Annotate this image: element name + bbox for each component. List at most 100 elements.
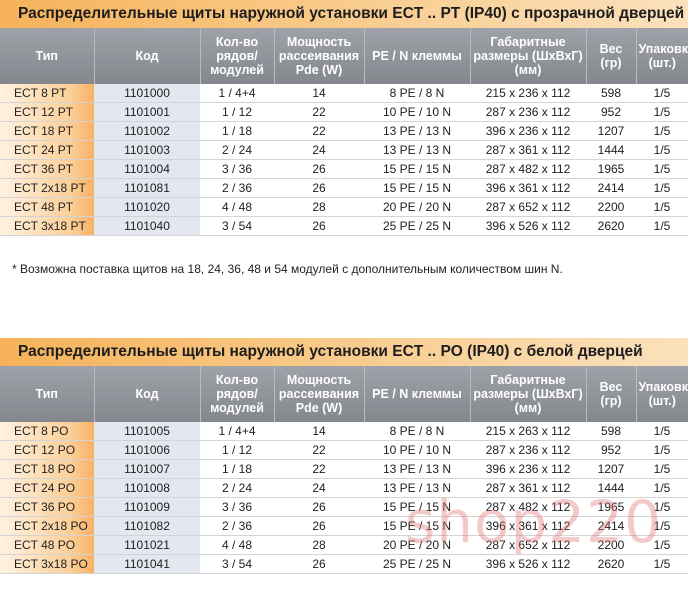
cell-package: 1/5 (636, 535, 688, 555)
cell-package: 1/5 (636, 178, 688, 198)
header-package: Упаковка (шт.) (636, 28, 688, 84)
cell-pe-n-terminals: 8 PE / 8 N (364, 422, 470, 441)
cell-weight: 2414 (586, 178, 636, 198)
table-header-row: Тип Код Кол-во рядов/ модулей Мощность расс… (0, 28, 688, 84)
cell-rows-modules: 2 / 36 (200, 516, 274, 536)
cell-type: ECT 48 PT (0, 197, 94, 217)
cell-power: 26 (274, 554, 364, 574)
cell-package: 1/5 (636, 440, 688, 460)
cell-type: ECT 2x18 PT (0, 178, 94, 198)
cell-dimensions: 396 x 361 x 112 (470, 178, 586, 198)
cell-power: 28 (274, 197, 364, 217)
cell-power: 28 (274, 535, 364, 555)
cell-pe-n-terminals: 15 PE / 15 N (364, 178, 470, 198)
cell-rows-modules: 2 / 24 (200, 478, 274, 498)
table-row: ECT 36 PO 1101009 3 / 36 26 15 PE / 15 N 287 … (0, 497, 688, 517)
cell-power: 22 (274, 459, 364, 479)
cell-power: 26 (274, 216, 364, 236)
cell-package: 1/5 (636, 554, 688, 574)
footnote: * Возможна поставка щитов на 18, 24, 36,… (12, 262, 563, 276)
cell-weight: 1965 (586, 497, 636, 517)
cell-power: 26 (274, 159, 364, 179)
cell-rows-modules: 2 / 36 (200, 178, 274, 198)
header-dimensions: Габаритные размеры (ШхВхГ) (мм) (470, 28, 587, 84)
cell-dimensions: 396 x 526 x 112 (470, 554, 586, 574)
cell-code: 1101081 (94, 178, 200, 198)
cell-code: 1101041 (94, 554, 200, 574)
cell-type: ECT 48 PO (0, 535, 94, 555)
cell-pe-n-terminals: 20 PE / 20 N (364, 535, 470, 555)
cell-power: 26 (274, 516, 364, 536)
table-row: ECT 3x18 PT 1101040 3 / 54 26 25 PE / 25 N 39… (0, 216, 688, 236)
cell-power: 14 (274, 84, 364, 103)
header-code: Код (94, 366, 201, 422)
cell-type: ECT 3x18 PO (0, 554, 94, 574)
table-row: ECT 24 PT 1101003 2 / 24 24 13 PE / 13 N 287 … (0, 140, 688, 160)
table-row: ECT 8 PO 1101005 1 / 4+4 14 8 PE / 8 N 215 x … (0, 422, 688, 441)
cell-pe-n-terminals: 13 PE / 13 N (364, 140, 470, 160)
header-type: Тип (0, 366, 95, 422)
cell-package: 1/5 (636, 140, 688, 160)
cell-code: 1101003 (94, 140, 200, 160)
cell-dimensions: 287 x 236 x 112 (470, 440, 586, 460)
cell-rows-modules: 3 / 36 (200, 159, 274, 179)
cell-dimensions: 396 x 361 x 112 (470, 516, 586, 536)
cell-pe-n-terminals: 15 PE / 15 N (364, 516, 470, 536)
cell-code: 1101040 (94, 216, 200, 236)
cell-type: ECT 8 PT (0, 84, 94, 103)
cell-rows-modules: 1 / 4+4 (200, 422, 274, 441)
cell-pe-n-terminals: 10 PE / 10 N (364, 440, 470, 460)
cell-rows-modules: 1 / 12 (200, 102, 274, 122)
cell-weight: 598 (586, 84, 636, 103)
cell-type: ECT 8 PO (0, 422, 94, 441)
cell-power: 24 (274, 478, 364, 498)
cell-code: 1101005 (94, 422, 200, 441)
cell-rows-modules: 2 / 24 (200, 140, 274, 160)
cell-code: 1101006 (94, 440, 200, 460)
cell-type: ECT 12 PT (0, 102, 94, 122)
cell-package: 1/5 (636, 422, 688, 441)
cell-rows-modules: 3 / 54 (200, 554, 274, 574)
header-weight: Вес (гр) (586, 28, 637, 84)
cell-weight: 1444 (586, 478, 636, 498)
cell-weight: 2414 (586, 516, 636, 536)
cell-weight: 2620 (586, 216, 636, 236)
cell-rows-modules: 4 / 48 (200, 535, 274, 555)
cell-code: 1101001 (94, 102, 200, 122)
cell-weight: 1207 (586, 459, 636, 479)
table-row: ECT 18 PT 1101002 1 / 18 22 13 PE / 13 N 396 … (0, 121, 688, 141)
cell-package: 1/5 (636, 516, 688, 536)
cell-pe-n-terminals: 20 PE / 20 N (364, 197, 470, 217)
header-rows-modules: Кол-во рядов/ модулей (200, 28, 275, 84)
table-row: ECT 24 PO 1101008 2 / 24 24 13 PE / 13 N 287 … (0, 478, 688, 498)
cell-power: 14 (274, 422, 364, 441)
header-weight: Вес (гр) (586, 366, 637, 422)
cell-rows-modules: 3 / 36 (200, 497, 274, 517)
table-row: ECT 8 PT 1101000 1 / 4+4 14 8 PE / 8 N 215 x … (0, 84, 688, 103)
cell-pe-n-terminals: 15 PE / 15 N (364, 497, 470, 517)
table-section-pt: Распределительные щиты наружной установк… (0, 0, 688, 236)
cell-pe-n-terminals: 25 PE / 25 N (364, 216, 470, 236)
table-row: ECT 48 PT 1101020 4 / 48 28 20 PE / 20 N 287 … (0, 197, 688, 217)
cell-pe-n-terminals: 10 PE / 10 N (364, 102, 470, 122)
header-pe-n-terminals: PE / N клеммы (364, 28, 471, 84)
cell-package: 1/5 (636, 478, 688, 498)
cell-rows-modules: 1 / 12 (200, 440, 274, 460)
cell-code: 1101020 (94, 197, 200, 217)
cell-power: 22 (274, 102, 364, 122)
header-code: Код (94, 28, 201, 84)
cell-type: ECT 36 PO (0, 497, 94, 517)
table-row: ECT 2x18 PT 1101081 2 / 36 26 15 PE / 15 N 39… (0, 178, 688, 198)
table-title-po: Распределительные щиты наружной установк… (0, 338, 688, 366)
header-rows-modules: Кол-во рядов/ модулей (200, 366, 275, 422)
cell-dimensions: 287 x 361 x 112 (470, 140, 586, 160)
table-row: ECT 12 PT 1101001 1 / 12 22 10 PE / 10 N 287 … (0, 102, 688, 122)
cell-dimensions: 287 x 482 x 112 (470, 159, 586, 179)
cell-code: 1101008 (94, 478, 200, 498)
cell-weight: 952 (586, 440, 636, 460)
cell-dimensions: 396 x 236 x 112 (470, 121, 586, 141)
cell-weight: 2620 (586, 554, 636, 574)
cell-pe-n-terminals: 25 PE / 25 N (364, 554, 470, 574)
cell-package: 1/5 (636, 216, 688, 236)
cell-code: 1101002 (94, 121, 200, 141)
